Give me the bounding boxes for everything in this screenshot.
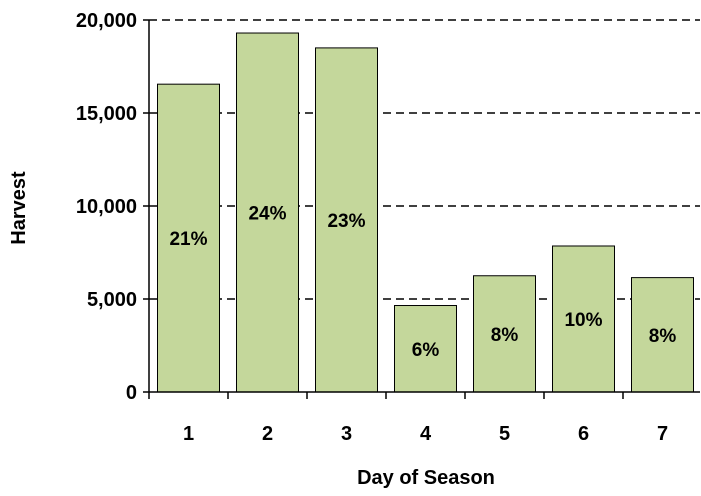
x-tick-label: 7 <box>657 423 668 445</box>
data-label: 8% <box>649 326 677 347</box>
gridlines <box>149 20 700 299</box>
x-tick-label: 3 <box>341 423 352 445</box>
data-label: 21% <box>169 229 207 250</box>
data-label: 8% <box>491 325 519 346</box>
x-tick-label: 4 <box>420 423 432 445</box>
data-label: 6% <box>412 340 440 361</box>
y-axis-title: Harvest <box>8 171 30 245</box>
x-tick-label: 2 <box>262 423 273 445</box>
data-label: 10% <box>564 310 602 331</box>
data-label: 24% <box>248 204 286 225</box>
x-tick-label: 6 <box>578 423 589 445</box>
bars <box>158 33 694 392</box>
y-tick-label: 15,000 <box>76 103 137 125</box>
x-tick-label: 5 <box>499 423 510 445</box>
y-tick-label: 0 <box>126 382 137 404</box>
data-label: 23% <box>327 211 365 232</box>
y-tick-label: 5,000 <box>87 289 137 311</box>
x-axis-title: Day of Season <box>357 467 495 489</box>
y-tick-label: 20,000 <box>76 10 137 32</box>
y-tick-label: 10,000 <box>76 196 137 218</box>
x-tick-label: 1 <box>183 423 194 445</box>
